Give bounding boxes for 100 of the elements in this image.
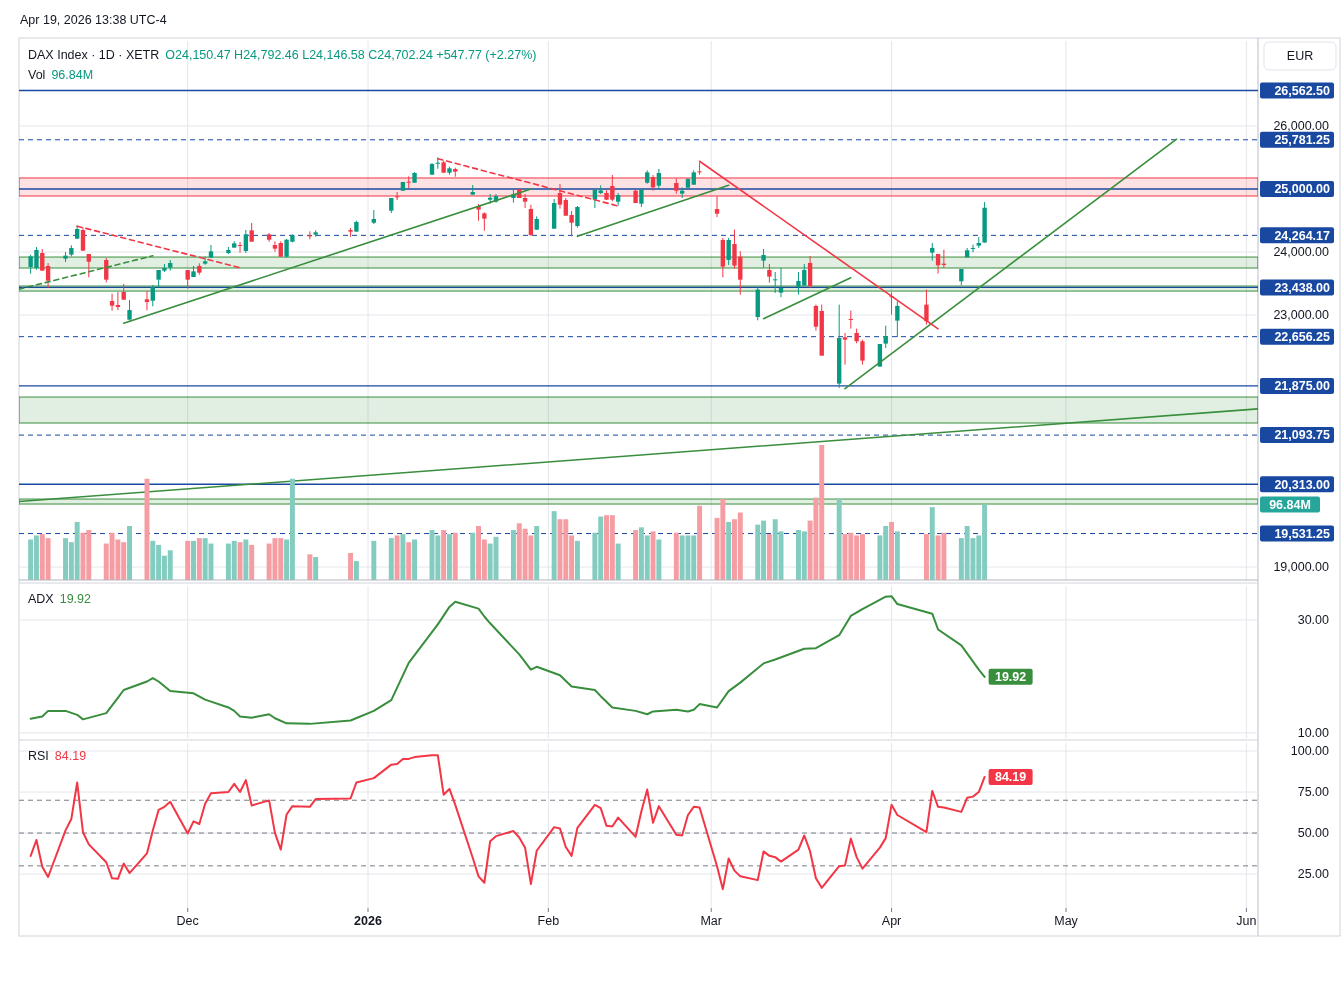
candlestick	[767, 263, 772, 284]
x-tick-label: May	[1054, 914, 1079, 929]
bar	[923, 534, 929, 580]
candlestick	[656, 168, 662, 191]
bar	[574, 540, 580, 580]
bar	[237, 542, 243, 580]
bar	[307, 554, 313, 580]
candlestick	[435, 156, 440, 170]
candlestick	[406, 175, 411, 189]
y-tick-label: 26,000.00	[1273, 119, 1330, 134]
x-tick-label: Feb	[537, 914, 560, 929]
bar	[144, 478, 150, 580]
y-tick-label: 50.00	[1297, 826, 1330, 841]
y-tick-label: 75.00	[1297, 785, 1330, 800]
text: 19.92	[59, 592, 91, 607]
candlestick	[842, 332, 848, 366]
bar	[406, 542, 412, 580]
bar	[243, 539, 249, 580]
ref-line-label: 24,264.17	[1274, 228, 1331, 243]
candlestick	[778, 267, 784, 298]
bar	[371, 540, 377, 580]
ref-line-label: 22,656.25	[1274, 330, 1331, 345]
candlestick	[86, 253, 91, 278]
bar	[400, 534, 406, 580]
candlestick	[272, 240, 278, 253]
ref-line-label: 21,875.00	[1274, 379, 1331, 394]
x-tick-label: Mar	[700, 914, 722, 929]
candlestick	[150, 284, 155, 307]
bar	[388, 538, 394, 580]
x-tick-label: Apr	[881, 914, 902, 929]
bar	[894, 531, 900, 580]
bar	[185, 540, 191, 580]
bar	[766, 534, 772, 580]
candlestick	[144, 290, 150, 311]
ref-line-label: 20,313.00	[1274, 477, 1331, 492]
candlestick	[522, 193, 528, 209]
text: EUR	[1286, 49, 1314, 64]
chart-title: Vol	[28, 68, 46, 83]
candlestick	[482, 211, 487, 232]
ref-line-label: 19,531.25	[1274, 526, 1331, 541]
candlestick	[394, 191, 400, 201]
candlestick	[970, 244, 976, 253]
text: 96.84M	[51, 68, 94, 83]
candlestick	[208, 244, 214, 259]
bar	[353, 561, 359, 580]
data-label: 84.19	[994, 770, 1027, 785]
candlestick	[45, 262, 51, 289]
y-tick-label: 19,000.00	[1273, 560, 1330, 575]
text: O24,150.47 H24,792.46 L24,146.58 C24,702.24 +547.77 (+2.27%)	[165, 48, 537, 63]
bar	[191, 540, 196, 580]
bar	[348, 553, 354, 580]
bar	[452, 532, 458, 580]
candlestick	[807, 255, 813, 289]
bar	[889, 521, 895, 580]
bar	[196, 538, 202, 580]
candlestick	[726, 237, 731, 266]
y-tick-label: 25.00	[1297, 867, 1330, 882]
candlestick	[202, 256, 208, 266]
text: ADX	[28, 592, 55, 607]
bar	[836, 499, 842, 580]
bar	[313, 557, 319, 580]
bar	[394, 535, 400, 580]
candlestick	[109, 293, 115, 312]
candlestick	[813, 304, 819, 332]
text: 96.84M	[1269, 497, 1311, 512]
bar	[633, 530, 639, 580]
x-tick-label: Jun	[1236, 914, 1257, 929]
text: DAX Index · 1D · XETR	[28, 48, 160, 63]
line-series	[29, 595, 986, 725]
candlestick	[895, 300, 900, 338]
candlestick	[243, 229, 249, 254]
bar	[510, 530, 516, 580]
bar	[249, 544, 255, 580]
ref-line-label: 25,781.25	[1274, 133, 1331, 148]
bar	[412, 539, 418, 580]
candlestick	[575, 205, 580, 229]
y-tick-label: 100.00	[1290, 744, 1330, 759]
y-tick-label: 23,000.00	[1273, 308, 1330, 323]
y-tick-label: 30.00	[1297, 613, 1330, 628]
text: Apr 19, 2026 13:38 UTC-4	[20, 13, 167, 28]
ref-line-label: 21,093.75	[1274, 428, 1331, 443]
candlestick	[237, 241, 243, 254]
bar	[470, 532, 476, 580]
bar	[534, 526, 540, 580]
y-tick-label: 24,000.00	[1273, 245, 1330, 260]
bar	[551, 511, 557, 580]
candlestick	[860, 339, 865, 366]
x-tick-label: Dec	[176, 914, 199, 929]
data-label: 19.92	[994, 670, 1027, 685]
bar	[726, 521, 732, 580]
bar	[441, 530, 447, 580]
ref-line-label: 25,000.00	[1274, 182, 1331, 197]
bar	[929, 507, 935, 580]
candlestick	[185, 269, 190, 290]
candlestick	[883, 325, 888, 349]
candlestick	[40, 248, 45, 272]
bar	[656, 539, 662, 580]
candlestick	[773, 271, 778, 294]
candlestick	[761, 248, 766, 269]
text: 84.19	[54, 749, 87, 764]
